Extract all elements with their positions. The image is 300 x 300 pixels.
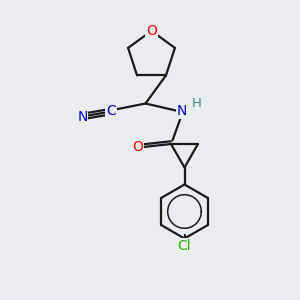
Text: O: O: [146, 24, 157, 38]
Text: H: H: [192, 97, 201, 110]
Text: N: N: [176, 104, 187, 118]
Text: C: C: [106, 104, 116, 118]
Text: N: N: [77, 110, 88, 124]
Text: O: O: [133, 140, 143, 154]
Text: Cl: Cl: [178, 239, 191, 253]
